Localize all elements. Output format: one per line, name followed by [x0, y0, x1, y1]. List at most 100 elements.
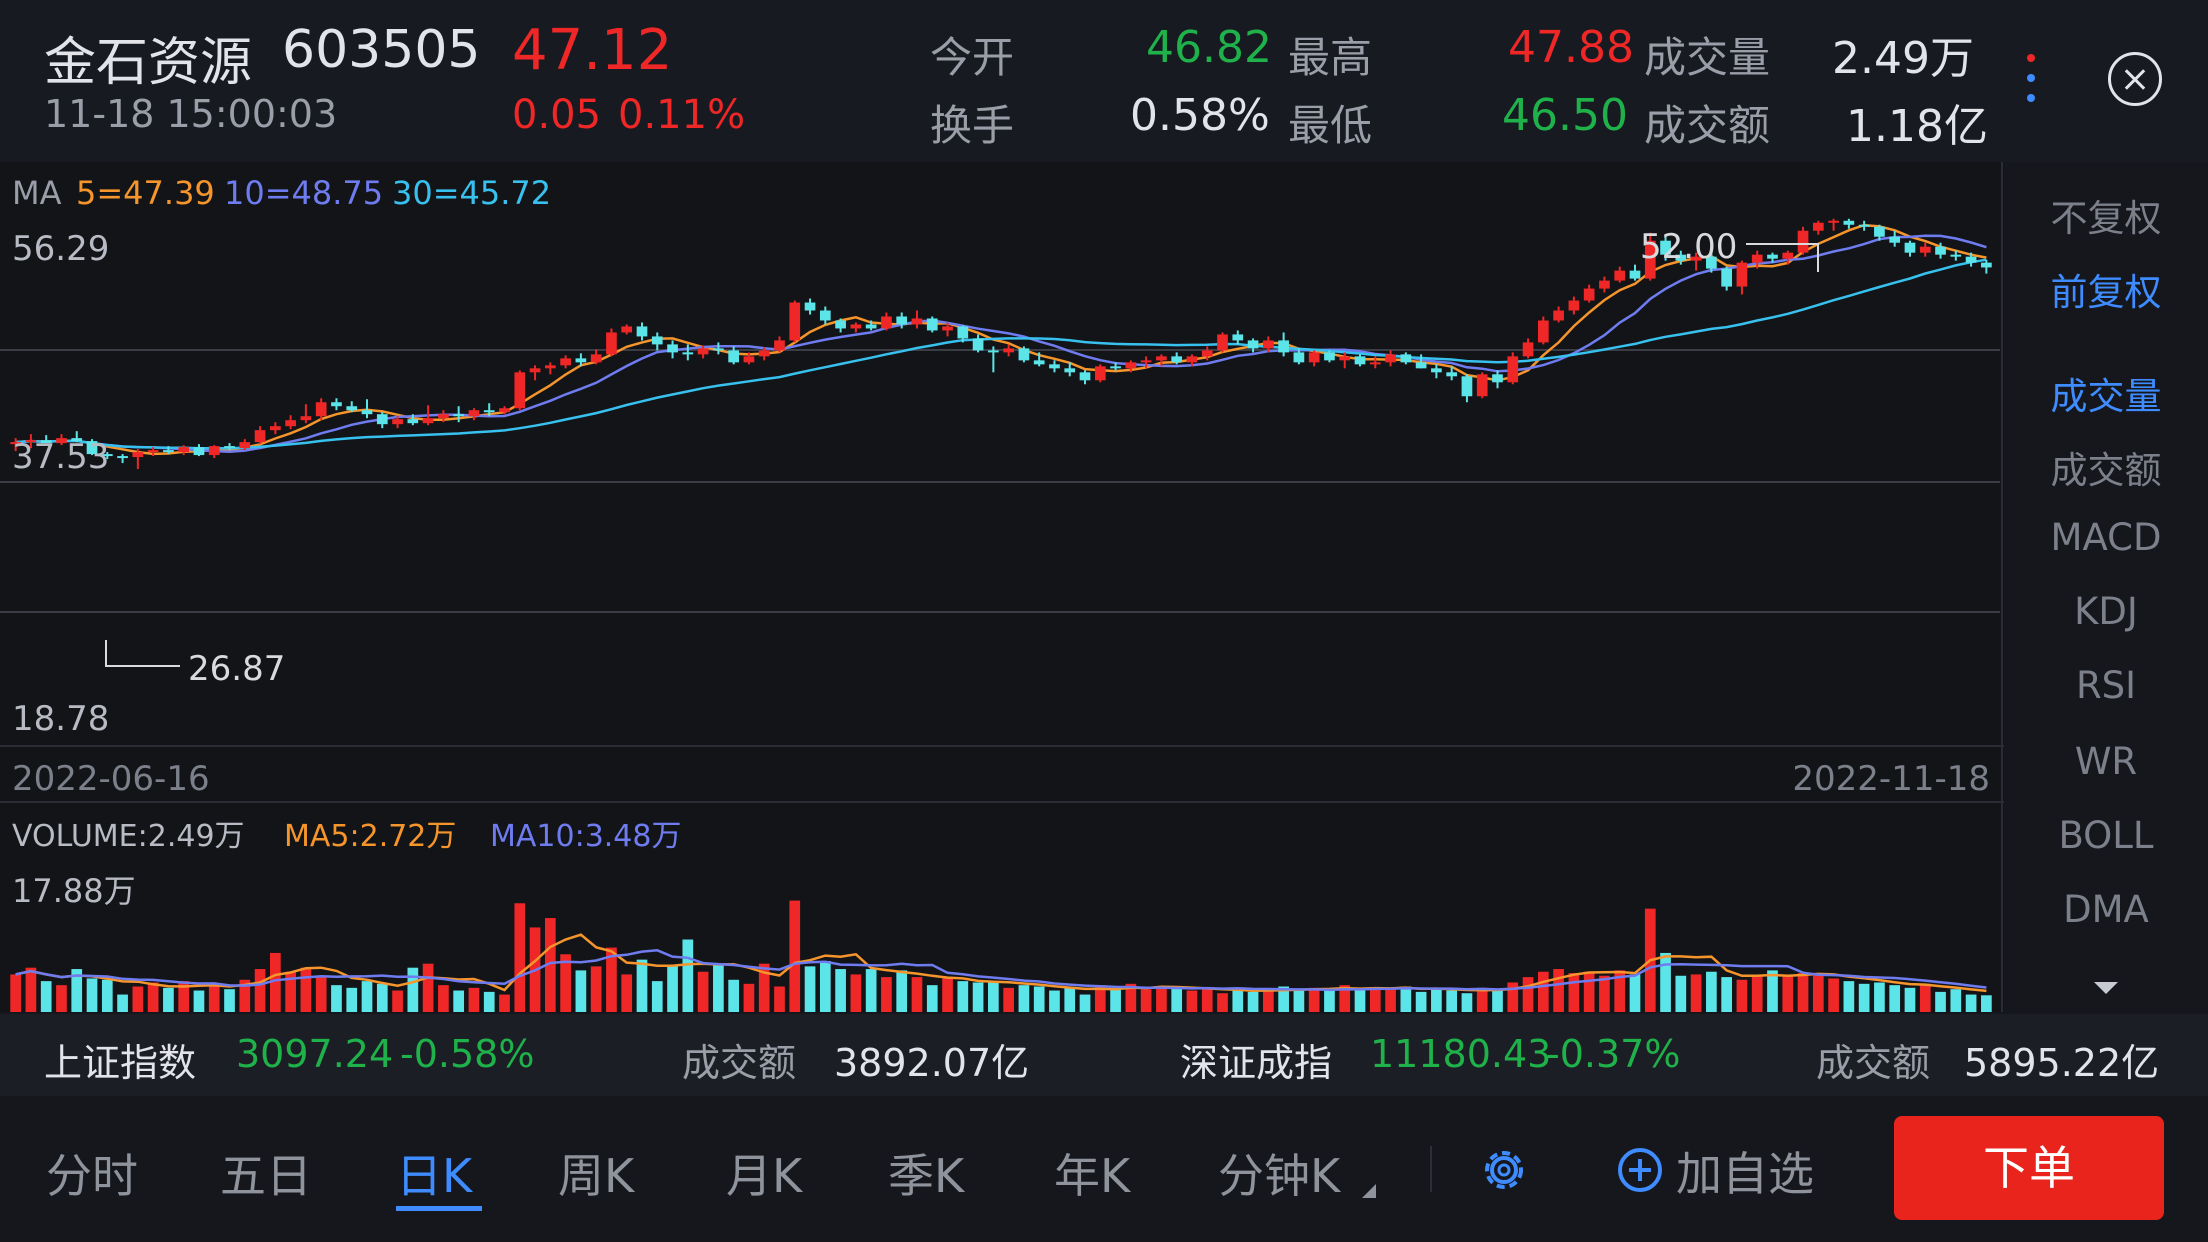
kline-chart[interactable]: MA 5=47.39 10=48.75 30=45.72 56.29 37.53…: [0, 162, 2004, 1012]
volume-bar: [1064, 987, 1076, 1012]
candle: [1614, 266, 1626, 283]
volume-bar: [1262, 989, 1274, 1012]
volume-bar: [789, 900, 801, 1012]
candle: [636, 322, 648, 341]
tab-monthly-k[interactable]: 月K: [726, 1149, 803, 1203]
volume-bar: [147, 982, 159, 1012]
candle: [606, 328, 617, 357]
close-icon[interactable]: [2108, 52, 2162, 106]
candle: [1354, 354, 1366, 367]
volume-bar: [606, 947, 617, 1012]
gear-icon[interactable]: [1478, 1144, 1530, 1196]
tab-intraday[interactable]: 分时: [46, 1149, 138, 1203]
side-item-kdj[interactable]: KDJ: [2074, 590, 2138, 633]
tab-minute-k[interactable]: 分钟K: [1218, 1149, 1341, 1203]
side-item-wr[interactable]: WR: [2074, 740, 2138, 783]
side-item-dma[interactable]: DMA: [2063, 888, 2149, 931]
candle: [957, 325, 969, 343]
candle: [804, 298, 816, 315]
y-label-top: 56.29: [12, 229, 109, 269]
caret-down-icon[interactable]: [2094, 982, 2118, 994]
market-index-bar[interactable]: 上证指数 3097.24 -0.58% 成交额 3892.07亿 深证成指 11…: [0, 1014, 2208, 1096]
candle: [1568, 296, 1580, 315]
volume-bar: [560, 954, 571, 1012]
tab-five-day[interactable]: 五日: [220, 1149, 312, 1203]
tab-quarterly-k[interactable]: 季K: [888, 1149, 965, 1203]
candle: [453, 406, 465, 423]
volume-bar: [1492, 990, 1503, 1012]
candle: [1965, 252, 1977, 267]
candle: [1049, 360, 1060, 373]
volume-bar: [254, 969, 266, 1012]
add-watchlist-button[interactable]: [1616, 1146, 1664, 1194]
candle: [1782, 250, 1794, 265]
volume-bar: [331, 985, 342, 1012]
candle: [1278, 332, 1289, 357]
candle: [1858, 220, 1870, 231]
side-item-volume[interactable]: 成交量: [2050, 375, 2162, 418]
volume-bar: [1599, 975, 1610, 1012]
candle: [835, 318, 846, 333]
quote-header: 金石资源 603505 47.12 11-18 15:00:03 0.05 0.…: [0, 0, 2208, 162]
volume-bar: [972, 982, 984, 1012]
candle: [254, 426, 266, 445]
volume-bar: [1751, 975, 1763, 1012]
side-item-no-adjust[interactable]: 不复权: [2050, 197, 2162, 240]
amount-value: 1.18亿: [1846, 101, 1988, 152]
candle: [1415, 354, 1427, 369]
candle: [1660, 236, 1671, 261]
volume-bar: [1965, 994, 1977, 1012]
side-item-forward-adjust[interactable]: 前复权: [2050, 271, 2162, 314]
candle: [1400, 352, 1412, 365]
candle: [850, 322, 862, 333]
volume-bar: [208, 983, 220, 1012]
candle: [101, 452, 113, 460]
current-price: 47.12: [512, 18, 673, 83]
volume-bar: [896, 970, 908, 1012]
volume-bar: [1324, 990, 1335, 1012]
volume-bar: [407, 967, 419, 1012]
volume-bar: [1690, 974, 1702, 1012]
tab-daily-k[interactable]: 日K: [396, 1149, 473, 1203]
ma5-legend: 5=47.39: [76, 174, 215, 212]
volume-bar: [1553, 969, 1564, 1012]
candle: [926, 316, 938, 333]
candle: [178, 445, 190, 456]
order-button[interactable]: 下单: [1894, 1116, 2164, 1220]
candle: [1644, 232, 1656, 281]
candle: [1217, 332, 1228, 353]
candle: [147, 447, 159, 457]
min-annotation: 26.87: [188, 649, 285, 689]
volume-bar: [651, 981, 663, 1012]
volume-bar: [1094, 985, 1106, 1012]
add-watchlist-label[interactable]: 加自选: [1676, 1147, 1814, 1201]
volume-value: 2.49万: [1832, 33, 1974, 84]
side-item-macd[interactable]: MACD: [2050, 516, 2162, 559]
candle: [911, 310, 923, 329]
tab-yearly-k[interactable]: 年K: [1054, 1149, 1131, 1203]
volume-bar: [1308, 987, 1320, 1012]
side-item-boll[interactable]: BOLL: [2058, 814, 2154, 857]
candle: [422, 405, 434, 426]
volume-bar: [1201, 987, 1213, 1012]
volume-bar: [1797, 973, 1809, 1012]
volume-bar: [1950, 989, 1962, 1012]
candle: [1003, 344, 1014, 357]
candle: [1767, 252, 1778, 263]
more-menu-icon[interactable]: [2024, 52, 2038, 108]
open-label: 今开: [930, 33, 1015, 82]
candle: [1262, 336, 1274, 353]
candle: [1476, 372, 1488, 399]
candle: [468, 408, 480, 421]
side-item-amount[interactable]: 成交额: [2050, 449, 2162, 492]
volume-bar: [193, 990, 205, 1012]
sz-amount-label: 成交额: [1816, 1041, 1931, 1085]
candle: [117, 454, 128, 464]
sz-amount: 5895.22亿: [1964, 1041, 2160, 1085]
candle: [881, 312, 892, 331]
side-item-rsi[interactable]: RSI: [2075, 664, 2137, 707]
candle: [774, 336, 785, 353]
candle: [1553, 306, 1564, 323]
tab-weekly-k[interactable]: 周K: [558, 1149, 635, 1203]
candle: [86, 439, 98, 456]
